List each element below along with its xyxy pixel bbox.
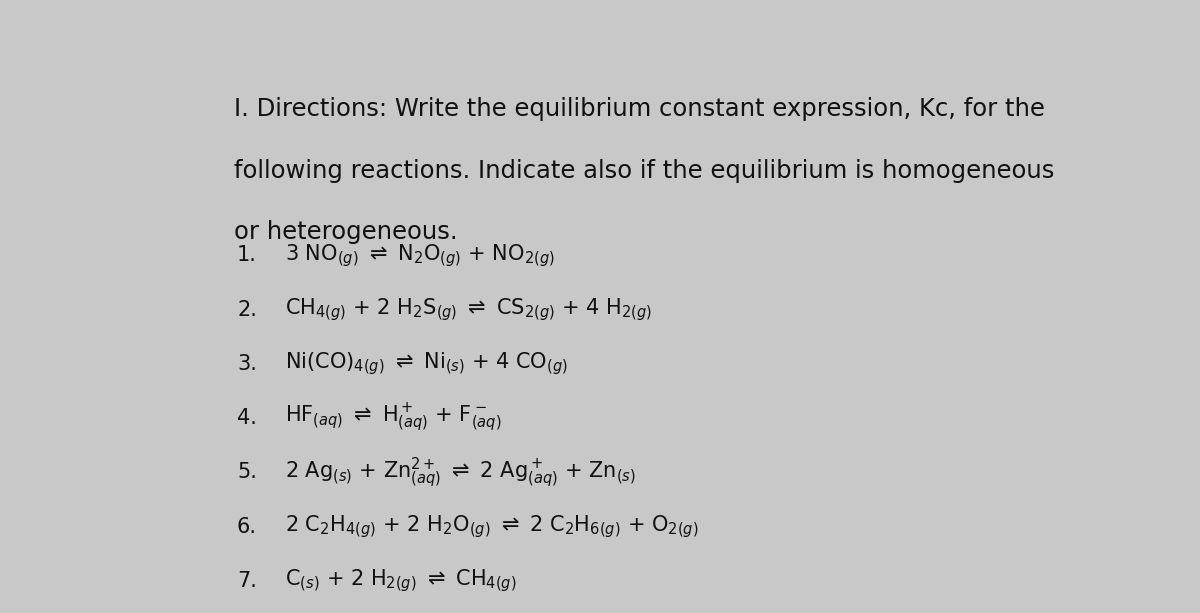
Text: 3 NO$_{(g)}$ $\rightleftharpoons$ N$_2$O$_{(g)}$ + NO$_{2(g)}$: 3 NO$_{(g)}$ $\rightleftharpoons$ N$_2$O… (284, 242, 554, 268)
Text: 5.: 5. (238, 462, 257, 482)
Text: 7.: 7. (238, 571, 257, 591)
Text: following reactions. Indicate also if the equilibrium is homogeneous: following reactions. Indicate also if th… (234, 159, 1054, 183)
Text: CH$_{4(g)}$ + 2 H$_2$S$_{(g)}$ $\rightleftharpoons$ CS$_{2(g)}$ + 4 H$_{2(g)}$: CH$_{4(g)}$ + 2 H$_2$S$_{(g)}$ $\rightle… (284, 296, 652, 323)
Text: HF$_{(aq)}$ $\rightleftharpoons$ H$^+_{(aq)}$ + F$^-_{(aq)}$: HF$_{(aq)}$ $\rightleftharpoons$ H$^+_{(… (284, 402, 502, 435)
Text: 2 Ag$_{(s)}$ + Zn$^{2+}_{(aq)}$ $\rightleftharpoons$ 2 Ag$^+_{(aq)}$ + Zn$_{(s)}: 2 Ag$_{(s)}$ + Zn$^{2+}_{(aq)}$ $\rightl… (284, 455, 636, 490)
Text: 6.: 6. (236, 517, 257, 537)
Text: Ni(CO)$_{4(g)}$ $\rightleftharpoons$ Ni$_{(s)}$ + 4 CO$_{(g)}$: Ni(CO)$_{4(g)}$ $\rightleftharpoons$ Ni$… (284, 351, 568, 377)
Text: I. Directions: Write the equilibrium constant expression, Kc, for the: I. Directions: Write the equilibrium con… (234, 97, 1044, 121)
Text: 2.: 2. (238, 300, 257, 319)
Text: 3.: 3. (238, 354, 257, 374)
Text: 4.: 4. (238, 408, 257, 428)
Text: 2 C$_2$H$_{4(g)}$ + 2 H$_2$O$_{(g)}$ $\rightleftharpoons$ 2 C$_2$H$_{6(g)}$ + O$: 2 C$_2$H$_{4(g)}$ + 2 H$_2$O$_{(g)}$ $\r… (284, 513, 698, 540)
Text: C$_{(s)}$ + 2 H$_{2(g)}$ $\rightleftharpoons$ CH$_{4(g)}$: C$_{(s)}$ + 2 H$_{2(g)}$ $\rightleftharp… (284, 568, 516, 595)
Text: or heterogeneous.: or heterogeneous. (234, 220, 457, 244)
Text: 1.: 1. (238, 245, 257, 265)
